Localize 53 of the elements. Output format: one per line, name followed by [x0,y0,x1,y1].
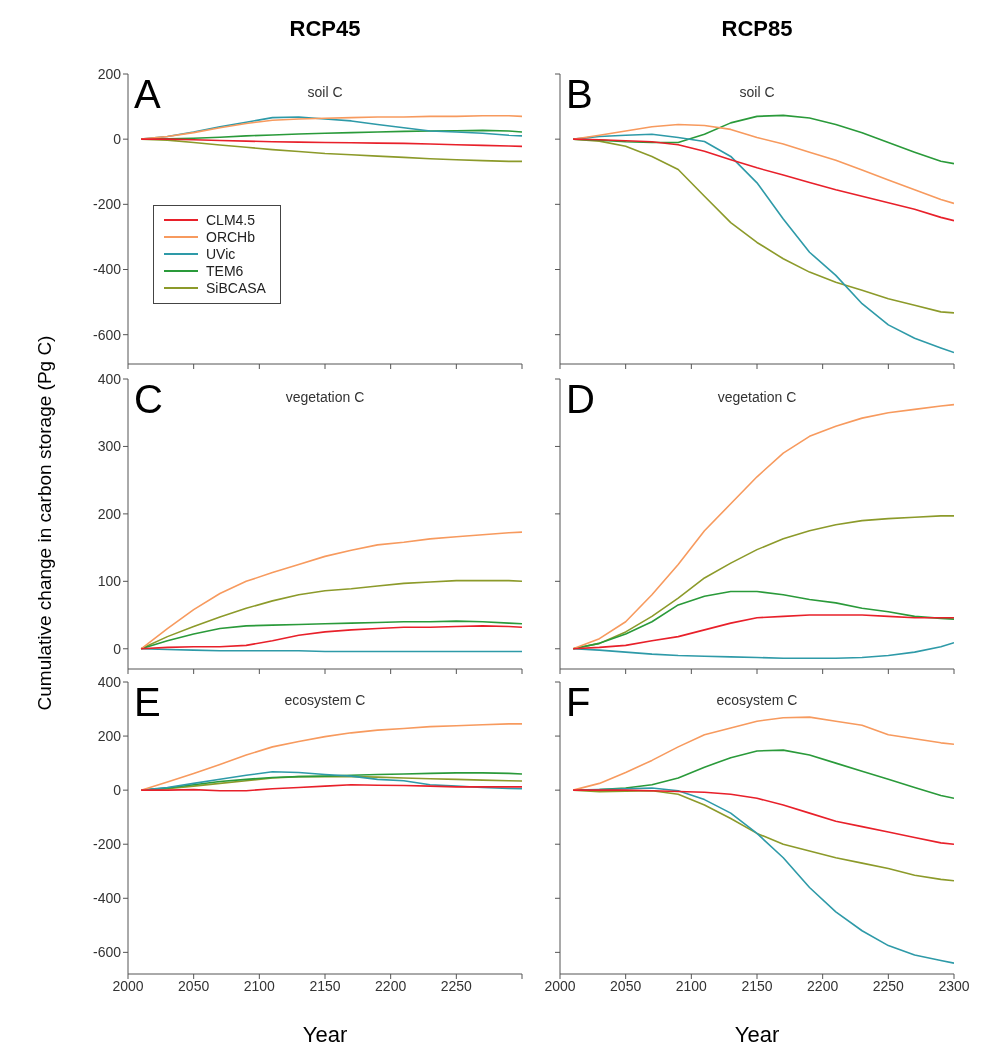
y-axis-title: Cumulative change in carbon storage (Pg C) [34,334,56,713]
y-tick-label: 100 [97,573,122,590]
line-series [140,138,522,148]
y-tick-label: 0 [113,640,122,657]
annotation: D [566,377,595,421]
x-tick-label: 2050 [178,977,210,994]
x-tick-label: 2000 [112,977,144,994]
x-tick-label: 2200 [807,977,839,994]
text: vegetation C [716,389,798,405]
annotation: C [134,377,163,421]
y-tick-label: 200 [97,728,122,745]
y-tick-label: 200 [97,65,122,82]
text: ecosystem C [715,692,799,708]
y-tick-label: -600 [92,326,122,343]
x-tick-label: 2100 [675,977,708,994]
x-axis-title: Year [301,1022,349,1048]
x-tick-label: 2200 [375,977,407,994]
y-tick-label: 300 [97,438,122,455]
annotation: A [134,72,161,116]
y-tick-label: -200 [92,196,122,213]
chart-title: RCP45 [288,16,362,42]
y-tick-label: 0 [113,131,122,148]
x-axis-title: Year [733,1022,781,1048]
y-tick-label: 400 [97,673,122,690]
y-tick-label: -200 [92,836,122,853]
y-tick-label: -600 [92,944,122,961]
annotation: B [566,72,593,116]
annotation: F [566,680,591,724]
x-tick-label: 2000 [544,977,576,994]
x-tick-label: 2100 [243,977,276,994]
x-tick-label: 2250 [872,977,905,994]
text: ecosystem C [283,692,367,708]
x-tick-label: 2150 [741,977,773,994]
legend-label: SiBCASA [206,280,266,296]
y-tick-label: 400 [97,370,122,387]
chart-title: RCP85 [720,16,794,42]
x-tick-label: 2150 [309,977,341,994]
y-tick-label: -400 [92,261,122,278]
legend-label: ORCHb [206,229,256,245]
text: vegetation C [284,389,366,405]
x-tick-label: 2250 [440,977,473,994]
text: soil C [738,84,776,100]
text: soil C [306,84,344,100]
annotation: E [134,680,161,724]
x-tick-label: 2050 [610,977,642,994]
y-tick-label: 200 [97,505,122,522]
legend-label: TEM6 [206,263,244,279]
legend-label: UVic [206,246,236,262]
y-tick-label: -400 [92,890,122,907]
line-series [140,531,522,650]
y-tick-label: 0 [113,782,122,799]
x-tick-label: 2300 [938,977,970,994]
legend-label: CLM4.5 [206,212,256,228]
